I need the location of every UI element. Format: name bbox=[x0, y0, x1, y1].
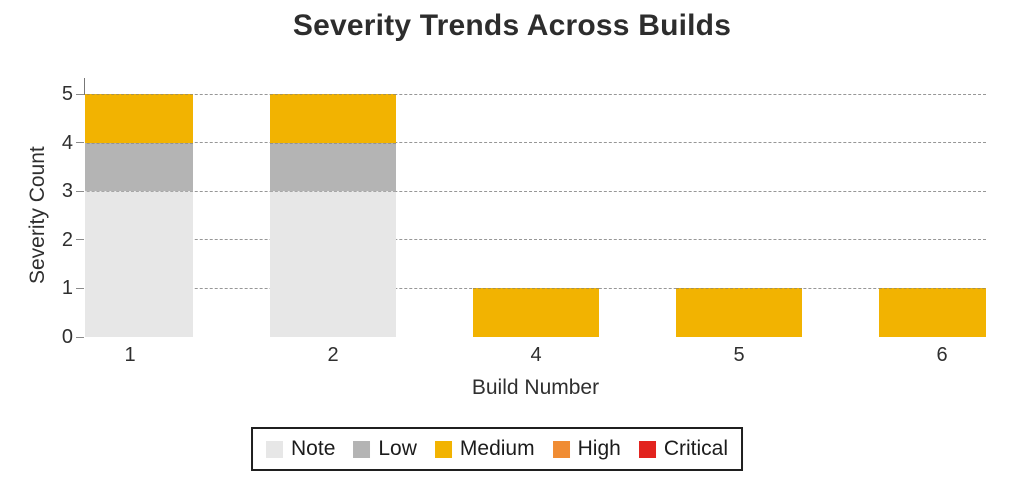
y-axis-line bbox=[84, 78, 85, 95]
gridline-y5 bbox=[85, 94, 986, 95]
critical-swatch-icon bbox=[638, 440, 656, 458]
y-axis-tick-4 bbox=[76, 142, 84, 144]
y-tick-label-2: 2 bbox=[61, 228, 73, 251]
y-tick-label-4: 4 bbox=[61, 131, 73, 154]
plot-area bbox=[85, 94, 986, 337]
y-tick-label-1: 1 bbox=[61, 277, 73, 300]
y-tick-label-5: 5 bbox=[61, 83, 73, 105]
bar-build-1 bbox=[85, 94, 193, 337]
bar-segment-note bbox=[85, 191, 193, 337]
legend-item-critical: Critical bbox=[638, 437, 728, 461]
legend: Note Low Medium High Critical bbox=[251, 427, 743, 471]
bar-build-4 bbox=[473, 94, 599, 337]
note-swatch-icon bbox=[266, 440, 284, 458]
x-tick-label-5: 5 bbox=[733, 344, 745, 366]
legend-item-medium: Medium bbox=[434, 437, 535, 461]
legend-label-low: Low bbox=[378, 437, 417, 460]
gridline-y3 bbox=[85, 190, 986, 192]
x-axis-title: Build Number bbox=[471, 376, 600, 399]
y-tick-label-3: 3 bbox=[61, 180, 73, 203]
y-axis-tick-3 bbox=[76, 190, 84, 192]
chart-title: Severity Trends Across Builds bbox=[292, 9, 732, 42]
bar-segment-low bbox=[270, 142, 396, 192]
legend-item-high: High bbox=[552, 437, 621, 461]
gridline-y2 bbox=[85, 239, 986, 241]
bar-segment-medium bbox=[676, 288, 802, 337]
y-axis-title: Severity Count bbox=[26, 146, 49, 285]
high-swatch-icon bbox=[552, 440, 570, 458]
y-tick-label-0: 0 bbox=[61, 326, 73, 348]
legend-item-low: Low bbox=[353, 437, 417, 461]
low-swatch-icon bbox=[353, 440, 371, 458]
y-axis-tick-2 bbox=[76, 239, 84, 241]
x-tick-label-2: 2 bbox=[327, 344, 339, 366]
bar-segment-medium bbox=[879, 288, 986, 337]
bar-segment-medium bbox=[473, 288, 599, 337]
y-axis-tick-0 bbox=[76, 336, 84, 338]
legend-label-critical: Critical bbox=[663, 437, 728, 460]
bar-segment-medium bbox=[85, 94, 193, 143]
bar-segment-medium bbox=[270, 94, 396, 143]
gridline-y4 bbox=[85, 142, 986, 144]
legend-label-medium: Medium bbox=[459, 437, 535, 460]
x-tick-label-4: 4 bbox=[530, 344, 542, 366]
legend-item-note: Note bbox=[266, 437, 335, 461]
legend-label-note: Note bbox=[291, 437, 336, 460]
x-tick-label-6: 6 bbox=[936, 344, 948, 366]
bar-build-5 bbox=[676, 94, 802, 337]
y-axis-tick-5 bbox=[76, 93, 84, 95]
bar-segment-low bbox=[85, 142, 193, 192]
gridline-y1 bbox=[85, 287, 986, 289]
bar-build-6 bbox=[879, 94, 986, 337]
bar-build-2 bbox=[270, 94, 396, 337]
medium-swatch-icon bbox=[434, 440, 452, 458]
x-tick-label-1: 1 bbox=[124, 344, 136, 366]
bar-segment-note bbox=[270, 191, 396, 337]
legend-label-high: High bbox=[577, 437, 621, 460]
y-axis-tick-1 bbox=[76, 287, 84, 289]
